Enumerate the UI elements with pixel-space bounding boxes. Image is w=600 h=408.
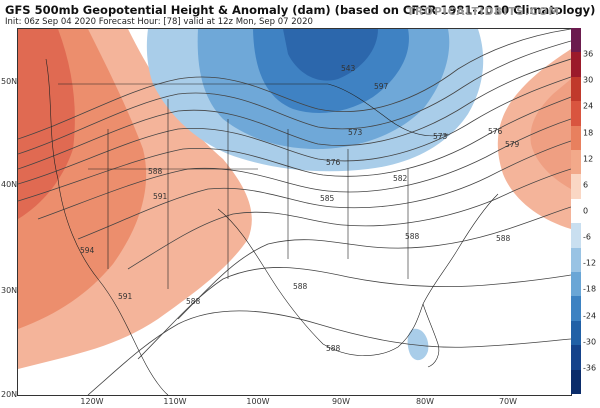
colorbar-swatch: [571, 52, 581, 78]
chart-subtitle: Init: 06z Sep 04 2020 Forecast Hour: [78…: [5, 17, 313, 27]
colorbar-label: -6: [583, 232, 591, 242]
colorbar-swatch: [571, 28, 581, 53]
contour-label: 576: [488, 127, 503, 136]
colorbar-swatch: [571, 198, 581, 224]
cool-anomaly-florida: [407, 328, 429, 361]
colorbar-swatch: [571, 101, 581, 127]
map-canvas: 543 573 576 582 588 591 594 585 573 576 …: [18, 29, 571, 395]
chart-title: GFS 500mb Geopotential Height & Anomaly …: [5, 3, 596, 17]
contour-label: 588: [326, 344, 341, 353]
warm-anomaly-west-max: [18, 29, 75, 219]
latitude-label-20n: 20N: [1, 390, 18, 399]
colorbar-swatch: [571, 345, 581, 371]
longitude-label-100w: 100W: [246, 397, 270, 406]
contour-label: 597: [374, 82, 389, 91]
colorbar-label: 24: [583, 101, 594, 111]
colorbar-label: -30: [583, 337, 597, 347]
colorbar-label: 30: [583, 75, 594, 85]
colorbar-label: 18: [583, 128, 594, 138]
colorbar-label: 0: [583, 206, 589, 216]
contour-label: 588: [186, 297, 201, 306]
contour-label: 588: [293, 282, 308, 291]
colorbar-label: 36: [583, 49, 594, 59]
brand-watermark[interactable]: TROPICALTIDBITS.COM: [406, 6, 560, 18]
contour-label: 588: [148, 167, 163, 176]
contour-label: 543: [341, 64, 356, 73]
colorbar-swatch: [571, 125, 581, 151]
latitude-label-50n: 50N: [1, 77, 18, 86]
colorbar-swatch: [571, 296, 581, 322]
latitude-label-40n: 40N: [1, 180, 18, 189]
colorbar-swatch: [571, 76, 581, 102]
contour-label: 594: [80, 246, 95, 255]
colorbar-swatch: [571, 272, 581, 297]
colorbar-label: -18: [583, 284, 597, 294]
weather-map: 543 573 576 582 588 591 594 585 573 576 …: [17, 28, 572, 396]
longitude-label-110w: 110W: [163, 397, 187, 406]
contour-label-group: 543 573 576 582 588 591 594 585 573 576 …: [80, 64, 520, 353]
colorbar-swatch: [571, 247, 581, 273]
contour-label: 573: [348, 128, 363, 137]
cool-anomaly-trough-center: [283, 29, 378, 81]
colorbar-label: 6: [583, 180, 589, 190]
contour-label: 591: [118, 292, 133, 301]
contour-label: 573: [433, 132, 448, 141]
longitude-label-80w: 80W: [415, 397, 435, 406]
height-contours: [18, 29, 571, 395]
contour-label: 588: [405, 232, 420, 241]
contour-label: 582: [393, 174, 408, 183]
contour-label: 576: [326, 158, 341, 167]
political-boundaries: [45, 58, 499, 395]
colorbar-swatch: [571, 320, 581, 346]
anomaly-colorbar: 36 30 24 18 12 6 0 -6 -12 -18 -24 -30 -36: [571, 28, 600, 395]
contour-label: 585: [320, 194, 335, 203]
colorbar-label: 12: [583, 154, 594, 164]
colorbar-swatch: [571, 174, 581, 200]
colorbar-label: -24: [583, 311, 597, 321]
colorbar-label: -12: [583, 258, 597, 268]
longitude-label-120w: 120W: [80, 397, 104, 406]
contour-label: 579: [505, 140, 520, 149]
latitude-label-30n: 30N: [1, 286, 18, 295]
colorbar-label: -36: [583, 363, 597, 373]
warm-anomaly-northeast-core: [530, 79, 571, 189]
colorbar-swatch: [571, 150, 581, 175]
contour-label: 591: [153, 192, 168, 201]
longitude-label-70w: 70W: [498, 397, 518, 406]
colorbar-swatch: [571, 369, 581, 395]
colorbar-swatch: [571, 223, 581, 249]
longitude-label-90w: 90W: [331, 397, 351, 406]
contour-label: 588: [496, 234, 511, 243]
